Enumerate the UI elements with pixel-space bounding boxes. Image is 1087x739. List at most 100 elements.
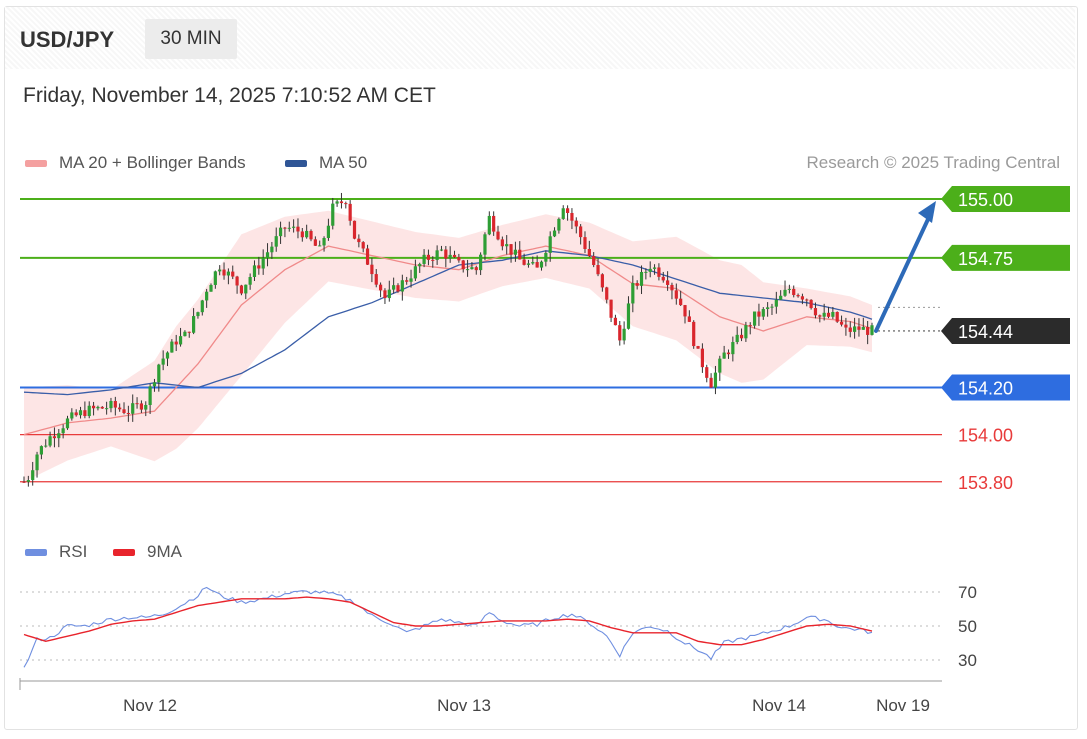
candle-body [657, 267, 661, 277]
candle-body [252, 265, 257, 277]
legend-ma50-label: MA 50 [319, 153, 368, 172]
candle-body [226, 271, 230, 276]
candle-body [826, 312, 831, 317]
candle-body [722, 352, 726, 359]
candle-body [774, 299, 778, 307]
candle-body [557, 218, 561, 231]
forecast-arrow-shaft [874, 213, 932, 333]
candle-body [113, 400, 117, 408]
candle-body [783, 289, 787, 296]
candle-body [313, 239, 317, 246]
candle-body [139, 403, 144, 410]
candle-body [61, 428, 65, 434]
candle-body [661, 276, 665, 281]
candle-body [713, 372, 718, 388]
candle-body [170, 341, 174, 353]
candle-body [426, 254, 431, 260]
candle-body [644, 271, 648, 273]
candle-body [235, 276, 239, 286]
candle-body [739, 334, 744, 339]
candle-body [196, 312, 200, 317]
ma50-line [23, 250, 873, 396]
candle-body [131, 403, 135, 414]
candle-body [409, 278, 413, 282]
candle-body [544, 252, 548, 262]
candle-body [48, 436, 52, 446]
candle-body [692, 321, 696, 347]
candle-body [91, 405, 96, 409]
candle-body [561, 208, 565, 219]
candle-body [757, 311, 761, 317]
ma9-swatch [113, 549, 135, 557]
candle-body [513, 249, 518, 255]
candle-body [39, 446, 43, 455]
x-tick-label: Nov 19 [876, 696, 930, 715]
candle-body [839, 321, 844, 325]
candle-body [418, 263, 422, 267]
candle-body [205, 291, 209, 301]
candle-body [866, 326, 870, 335]
candle-body [174, 341, 178, 345]
candle-body [296, 226, 300, 232]
candle-body [248, 276, 252, 285]
candle-body [300, 231, 304, 238]
candle-body [261, 257, 265, 269]
candle-body [731, 342, 735, 355]
level-tag-text-154.44: 154.44 [958, 322, 1013, 342]
candle-body [652, 267, 657, 269]
candle-body [274, 236, 278, 247]
rsi-tick-70: 70 [958, 583, 977, 602]
candle-body [492, 215, 496, 232]
candle-body [231, 271, 235, 277]
candle-body [483, 234, 487, 255]
level-tag-154.44 [941, 317, 1070, 344]
candle-body [305, 230, 309, 238]
candle-body [700, 348, 704, 368]
candle-body [683, 305, 687, 317]
candle-body [565, 208, 570, 213]
candle-body [431, 259, 435, 261]
candle-body [592, 256, 596, 266]
candle-body [335, 201, 339, 204]
candle-body [548, 236, 552, 253]
candle-body [65, 418, 70, 429]
candle-body [31, 470, 35, 481]
candle-body [178, 336, 183, 345]
legend-9ma: 9MA [113, 542, 182, 562]
rsi-tick-50: 50 [958, 617, 977, 636]
candle-body [287, 227, 291, 229]
candle-body [87, 405, 91, 417]
level-tag-154.20 [941, 374, 1070, 401]
candle-body [579, 226, 583, 238]
ma20-swatch [25, 160, 47, 168]
candle-body [648, 268, 652, 272]
candle-body [509, 244, 513, 255]
candle-body [109, 400, 113, 409]
candle-body [144, 404, 148, 410]
timeframe-badge[interactable]: 30 MIN [145, 19, 237, 59]
level-tag-text-155.00: 155.00 [958, 190, 1013, 210]
candle-body [679, 298, 683, 306]
candle-body [200, 300, 204, 313]
candle-body [861, 326, 865, 330]
candle-body [422, 254, 426, 264]
candle-body [779, 295, 783, 300]
legend-rsi: RSI [25, 542, 87, 562]
candle-body [487, 215, 491, 235]
candle-body [674, 290, 678, 299]
candle-body [105, 408, 109, 410]
candle-body [348, 203, 352, 221]
candle-body [344, 203, 348, 205]
candle-body [805, 299, 809, 301]
candle-body [448, 254, 452, 259]
candle-body [535, 262, 539, 268]
level-tag-154.75 [941, 244, 1070, 271]
candle-body [605, 287, 609, 300]
copyright-notice: Research © 2025 Trading Central [806, 153, 1061, 172]
candle-body [766, 307, 770, 310]
candle-body [465, 269, 470, 271]
candle-body [361, 242, 365, 249]
candle-body [752, 311, 757, 326]
candle-body [318, 245, 322, 247]
